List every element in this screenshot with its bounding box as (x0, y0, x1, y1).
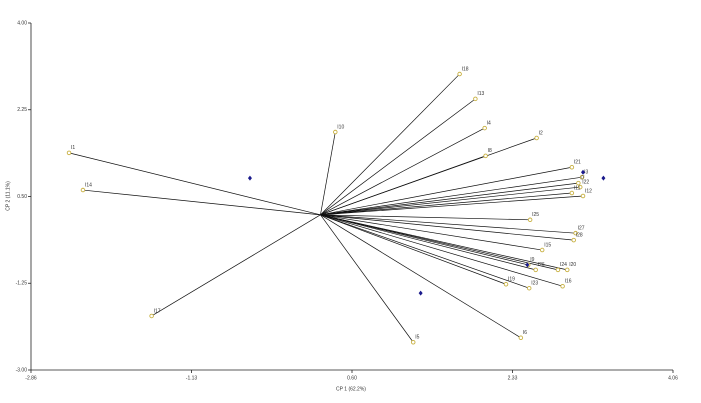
loading-vector (68, 152, 321, 216)
loading-label: I24 (560, 262, 567, 268)
loading-point (80, 187, 86, 193)
x-tick-label: 4.06 (668, 375, 678, 381)
score-point (418, 290, 423, 296)
loading-point (503, 281, 509, 287)
loading-point (518, 335, 524, 341)
loading-label: I4 (487, 120, 491, 126)
score-point (525, 262, 530, 268)
x-tick-label: 2.33 (508, 375, 518, 381)
loading-label: I5 (415, 335, 419, 341)
loading-label: I21 (574, 160, 581, 166)
loading-vector (320, 73, 460, 216)
loading-point (66, 150, 72, 156)
loading-vector (320, 214, 576, 234)
loading-label: I2 (539, 130, 543, 136)
loading-label: I11 (574, 185, 581, 191)
loading-label: I15 (544, 242, 551, 248)
loading-vector (320, 214, 414, 343)
loading-label: I20 (569, 262, 576, 268)
loading-vector (320, 176, 583, 216)
loading-point (533, 267, 538, 273)
loading-vector (320, 166, 572, 216)
loading-label: I17 (154, 308, 161, 314)
loading-label: I6 (523, 330, 527, 336)
loading-point (573, 230, 578, 236)
loading-label: I3 (584, 169, 588, 175)
loading-point (410, 339, 416, 345)
loading-label: I23 (531, 281, 538, 287)
loading-label: I22 (582, 179, 589, 185)
loading-point (534, 135, 539, 141)
loading-vector (320, 214, 543, 251)
loading-vector (320, 186, 581, 216)
loading-point (577, 184, 583, 190)
loading-point (457, 71, 462, 77)
loading-vector (82, 189, 321, 216)
loading-point (527, 217, 533, 223)
y-axis-label: CP 2 (11.1%) (5, 181, 11, 211)
loading-label: I28 (576, 232, 583, 238)
loading-point (333, 129, 338, 135)
x-axis-label: CP 1 (62.2%) (336, 386, 366, 392)
loading-point (149, 313, 154, 319)
y-tick-label: -1.25 (16, 281, 28, 287)
loading-label: I12 (585, 188, 592, 194)
loading-label: I8 (488, 148, 492, 154)
loading-point (576, 180, 581, 186)
loading-vector (151, 214, 321, 317)
loading-point (579, 174, 585, 180)
y-tick-label: -3.00 (16, 367, 28, 373)
loading-point (569, 190, 575, 196)
y-tick-label: 4.00 (17, 20, 27, 26)
x-tick-label: 0.60 (347, 375, 357, 381)
score-point (247, 175, 252, 181)
loading-label: I25 (532, 212, 539, 218)
loading-label: I14 (85, 182, 92, 188)
loading-label: I16 (565, 279, 572, 285)
loading-vector (320, 214, 536, 271)
loading-label: I9 (530, 257, 534, 263)
loading-vector (320, 214, 531, 221)
loading-vector (320, 214, 574, 241)
score-point (601, 175, 606, 181)
loading-point (482, 125, 487, 131)
loading-label: I1 (71, 145, 75, 151)
score-point (581, 169, 586, 175)
y-tick-label: 0.50 (17, 194, 27, 200)
loading-point (564, 267, 570, 273)
loading-vector (320, 214, 522, 339)
y-tick-label: 2.25 (17, 107, 27, 113)
loading-vector (320, 131, 336, 215)
loading-point (526, 285, 532, 291)
loading-vector (320, 214, 568, 271)
loading-label: I26 (538, 262, 545, 268)
loading-point (555, 267, 561, 273)
loading-point (580, 193, 586, 199)
loading-vector (320, 98, 476, 216)
loading-point (483, 153, 488, 159)
x-tick-label: -2.86 (25, 375, 37, 381)
x-tick-label: -1.13 (186, 375, 198, 381)
loading-vector (320, 182, 579, 216)
loading-vector (320, 214, 507, 285)
loading-point (569, 165, 575, 170)
loading-vector (320, 127, 485, 216)
loading-label: I19 (508, 277, 515, 283)
loading-label: I27 (578, 226, 585, 232)
loading-vector (320, 137, 537, 216)
loading-label: I7 (580, 175, 584, 181)
loading-point (473, 96, 478, 102)
loading-point (571, 237, 576, 243)
loading-point (539, 247, 545, 253)
loading-label: I13 (477, 91, 484, 97)
loading-label: I18 (462, 66, 469, 72)
loading-vector (320, 192, 572, 216)
loading-vector (320, 214, 530, 289)
loading-point (560, 283, 565, 289)
loading-label: I10 (337, 124, 344, 130)
loading-vector (320, 214, 563, 287)
loading-vector (320, 195, 584, 216)
